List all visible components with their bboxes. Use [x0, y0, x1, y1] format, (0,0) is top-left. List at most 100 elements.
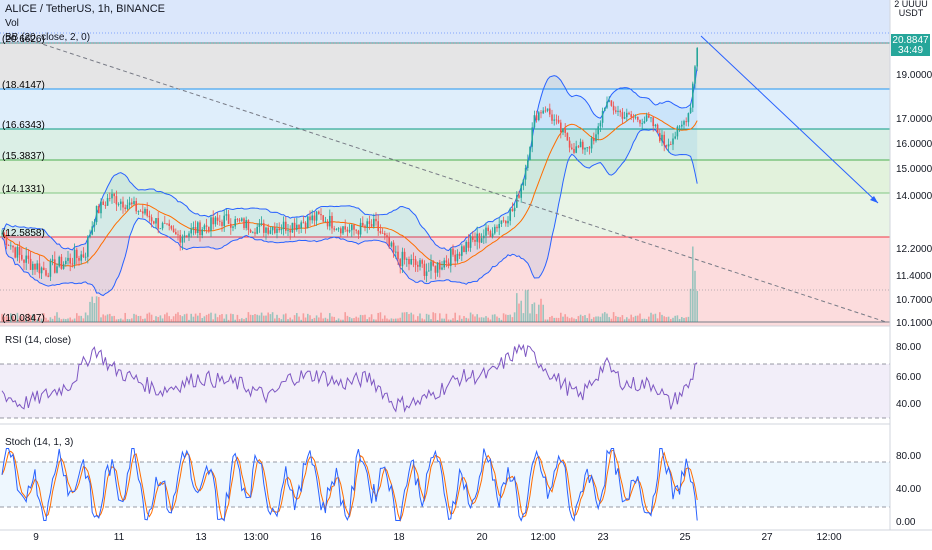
- volume-bar: [102, 314, 104, 322]
- volume-bar: [7, 317, 10, 322]
- candle-body: [612, 105, 615, 111]
- candle-body: [170, 225, 173, 229]
- volume-bar: [69, 317, 71, 322]
- candle-body: [293, 222, 296, 230]
- candle-body: [337, 228, 340, 230]
- price-tick: 10.7000: [896, 295, 932, 306]
- candle-body: [34, 263, 36, 270]
- stoch-pane: [0, 448, 890, 522]
- fib-band: [0, 43, 890, 89]
- volume-bars: [1, 246, 698, 322]
- volume-legend[interactable]: Vol: [5, 18, 19, 29]
- volume-bar: [80, 315, 82, 322]
- rsi-legend[interactable]: RSI (14, close): [5, 335, 72, 346]
- candle-body: [71, 263, 74, 265]
- candle-body: [628, 112, 630, 115]
- volume-bar: [126, 318, 129, 322]
- candle-body: [670, 144, 672, 146]
- bb-legend[interactable]: BB (20, close, 2, 0): [5, 32, 91, 43]
- volume-bar: [221, 314, 223, 322]
- candle-body: [546, 108, 549, 111]
- candle-body: [639, 119, 641, 124]
- candle-body: [659, 133, 661, 142]
- candle-body: [542, 110, 544, 114]
- candle-body: [40, 267, 43, 274]
- candle-body: [225, 214, 228, 216]
- countdown-timer: 34:49: [897, 45, 924, 56]
- price-tick: 17.0000: [896, 114, 932, 125]
- volume-bar: [148, 312, 151, 322]
- volume-bar: [604, 312, 606, 322]
- candle-body: [12, 245, 14, 248]
- candle-body: [469, 236, 472, 248]
- trend-arrow-line[interactable]: [700, 35, 879, 204]
- volume-bar: [245, 317, 247, 322]
- fib-band: [0, 129, 890, 160]
- volume-bar: [670, 319, 672, 322]
- volume-bar: [652, 314, 654, 322]
- candle-body: [432, 261, 434, 266]
- volume-bar: [573, 318, 575, 322]
- candle-body: [65, 260, 67, 265]
- candle-body: [417, 264, 419, 267]
- currency-selector[interactable]: 2 UUUU USDT: [893, 0, 929, 18]
- volume-bar: [434, 313, 437, 322]
- volume-bar: [362, 315, 364, 322]
- candle-body: [524, 167, 527, 180]
- candle-body: [494, 226, 496, 234]
- candle-body: [190, 228, 192, 234]
- volume-bar: [324, 317, 327, 322]
- candle-body: [168, 223, 170, 226]
- volume-bar: [120, 318, 122, 322]
- price-tick: 16.0000: [896, 139, 932, 150]
- candle-body: [621, 112, 624, 119]
- candle-body: [520, 185, 522, 198]
- candle-body: [362, 222, 364, 226]
- stoch-legend[interactable]: Stoch (14, 1, 3): [5, 437, 74, 448]
- candle-body: [511, 209, 514, 212]
- volume-bar: [115, 319, 118, 322]
- candle-body: [232, 226, 234, 228]
- volume-bar: [406, 312, 408, 322]
- volume-bar: [38, 317, 41, 322]
- volume-bar: [491, 314, 494, 322]
- candle-body: [450, 248, 452, 267]
- volume-bar: [454, 312, 456, 322]
- volume-bar: [32, 314, 34, 322]
- volume-bar: [282, 314, 285, 322]
- volume-bar: [313, 317, 316, 322]
- symbol-title[interactable]: ALICE / TetherUS, 1h, BINANCE: [5, 3, 165, 15]
- candle-body: [408, 258, 410, 265]
- candle-body: [267, 227, 269, 234]
- volume-bar: [535, 313, 538, 322]
- candle-body: [472, 236, 474, 240]
- volume-bar: [557, 317, 560, 322]
- candle-body: [443, 260, 445, 268]
- candle-body: [142, 211, 144, 214]
- volume-bar: [247, 312, 250, 322]
- volume-bar: [106, 314, 109, 322]
- candle-body: [7, 245, 10, 246]
- candlesticks: [1, 47, 698, 283]
- candle-body: [100, 201, 102, 214]
- candle-body: [531, 127, 533, 147]
- volume-bar: [502, 313, 505, 322]
- volume-bar: [166, 312, 168, 322]
- volume-bar: [357, 317, 360, 322]
- candle-body: [516, 195, 518, 208]
- volume-bar: [177, 312, 179, 322]
- volume-bar: [82, 318, 85, 322]
- fib-label-0: (20.6626): [2, 34, 45, 45]
- candle-body: [117, 203, 120, 205]
- candle-body: [3, 233, 5, 235]
- candle-body: [245, 220, 247, 229]
- volume-bar: [60, 319, 63, 322]
- volume-bar: [694, 270, 696, 322]
- volume-bar: [243, 319, 245, 322]
- trend-line-dashed[interactable]: [29, 39, 887, 323]
- volume-bar: [254, 314, 256, 322]
- currency-unit: USDT: [898, 8, 924, 18]
- candle-body: [397, 251, 399, 260]
- candle-body: [505, 220, 507, 224]
